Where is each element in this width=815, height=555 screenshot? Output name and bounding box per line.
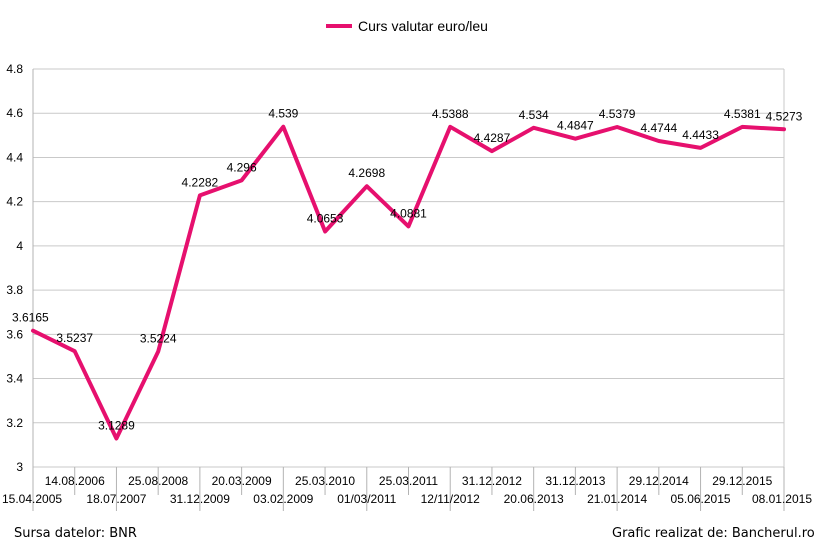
data-label: 3.6165 [12,311,49,325]
y-tick-label: 4.4 [6,150,23,164]
x-tick-label: 25.08.2008 [128,474,188,488]
legend-label: Curs valutar euro/leu [358,18,488,34]
y-tick-label: 3.8 [6,283,23,297]
x-tick-label: 29.12.2015 [712,474,772,488]
x-tick-label: 18.07.2007 [86,492,146,506]
x-tick-label: 08.01.2015 [752,492,812,506]
data-label: 4.0881 [390,206,427,220]
y-tick-label: 4.6 [6,106,23,120]
x-tick-label: 25.03.2011 [379,474,438,488]
data-label: 4.0653 [307,211,344,225]
x-tick-label: 31.12.2009 [170,492,230,506]
y-tick-label: 3.4 [6,372,23,386]
credit-note: Grafic realizat de: Bancherul.ro [612,526,815,541]
y-tick-label: 4.8 [6,62,23,76]
data-label: 4.296 [227,160,257,174]
data-label: 4.2698 [348,166,385,180]
data-label: 3.5224 [140,331,177,345]
x-tick-label: 29.12.2014 [629,474,689,488]
data-label: 4.4847 [557,119,594,133]
x-tick-label: 25.03.2010 [295,474,355,488]
data-label: 4.539 [268,107,298,121]
x-tick-label: 15.04.2005 [2,492,62,506]
y-tick-label: 3 [16,460,23,474]
data-label: 4.4287 [474,131,511,145]
data-label: 4.5381 [724,107,761,121]
y-tick-label: 4 [16,239,23,253]
data-label: 3.5237 [56,331,93,345]
series-line-curs-euro-leu [31,124,786,441]
x-tick-label: 31.12.2013 [545,474,605,488]
y-tick-label: 3.6 [6,327,23,341]
data-label: 4.2282 [182,175,219,189]
x-tick-label: 21.01.2014 [587,492,647,506]
data-label: 4.534 [519,108,549,122]
data-label: 4.5273 [766,109,803,123]
source-note: Sursa datelor: BNR [14,526,137,541]
x-tick-label: 01/03/2011 [337,492,396,506]
x-tick-label: 31.12.2012 [462,474,522,488]
y-tick-label: 4.2 [6,195,23,209]
data-label: 4.4433 [682,128,719,142]
data-label: 4.4744 [640,121,677,135]
x-tick-label: 14.08.2006 [45,474,105,488]
y-tick-label: 3.2 [6,416,23,430]
x-tick-label: 20.03.2009 [212,474,272,488]
data-label: 4.5379 [599,107,636,121]
x-tick-label: 20.06.2013 [504,492,564,506]
x-tick-label: 03.02.2009 [253,492,313,506]
x-tick-label: 05.06.2015 [671,492,731,506]
x-tick-label: 12/11/2012 [421,492,480,506]
data-label: 4.5388 [432,107,469,121]
data-label: 3.1289 [98,418,135,432]
